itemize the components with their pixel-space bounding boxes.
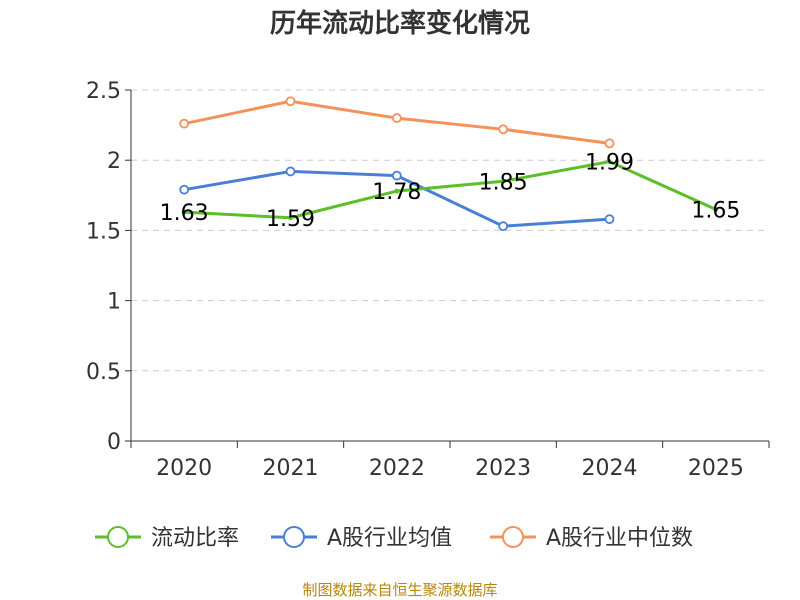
data-label: 1.59	[266, 207, 315, 232]
gridlines	[131, 89, 769, 372]
data-label: 1.63	[160, 201, 209, 226]
y-tick-label: 1.5	[86, 219, 121, 244]
data-point	[285, 96, 296, 107]
y-tick-label: 1	[107, 290, 121, 315]
legend-marker	[107, 526, 129, 548]
x-tick-label: 2020	[156, 456, 212, 481]
chart-title: 历年流动比率变化情况	[270, 8, 530, 39]
y-tick-label: 0.5	[86, 360, 121, 385]
legend-label: A股行业均值	[327, 526, 452, 551]
legend-label: 流动比率	[151, 526, 239, 551]
data-label: 1.85	[479, 170, 528, 195]
data-point	[498, 124, 509, 135]
data-point	[500, 178, 506, 184]
data-point	[179, 184, 190, 195]
data-point	[604, 138, 615, 149]
y-tick-label: 2	[107, 149, 121, 174]
data-point	[288, 215, 293, 221]
data-point	[607, 159, 612, 165]
data-point	[604, 214, 615, 225]
series-line	[182, 160, 718, 220]
axes	[130, 90, 769, 442]
x-tick-label: 2024	[582, 456, 638, 481]
x-tick-label: 2021	[263, 456, 319, 481]
data-point	[713, 206, 719, 212]
data-point	[391, 113, 402, 123]
data-point	[285, 166, 296, 177]
x-axis-ticks: 2020 2021 2022 2023 2024 2025	[130, 441, 770, 481]
x-tick-label: 2023	[475, 456, 531, 481]
data-label: 1.78	[372, 180, 421, 205]
data-point	[498, 221, 509, 232]
y-tick-label: 0	[107, 430, 121, 455]
x-tick-label: 2025	[688, 456, 744, 481]
legend: 流动比率 A股行业均值 A股行业中位数	[95, 526, 693, 551]
legend-marker	[283, 526, 305, 548]
y-axis-ticks: 0 0.5 1 1.5 2 2.5	[86, 79, 131, 455]
data-point	[394, 188, 400, 194]
data-label: 1.99	[585, 151, 634, 176]
source-note: 制图数据来自恒生聚源数据库	[302, 581, 497, 599]
data-point	[391, 170, 402, 181]
x-tick-label: 2022	[369, 456, 425, 481]
data-label: 1.65	[691, 198, 740, 223]
data-point	[179, 118, 190, 129]
legend-marker	[502, 526, 524, 548]
y-tick-label: 2.5	[86, 79, 121, 104]
data-labels: 1.63 1.59 1.78 1.85 1.99 1.65	[160, 151, 741, 232]
series-group	[179, 96, 719, 232]
legend-label: A股行业中位数	[546, 526, 693, 551]
data-point	[181, 209, 187, 215]
